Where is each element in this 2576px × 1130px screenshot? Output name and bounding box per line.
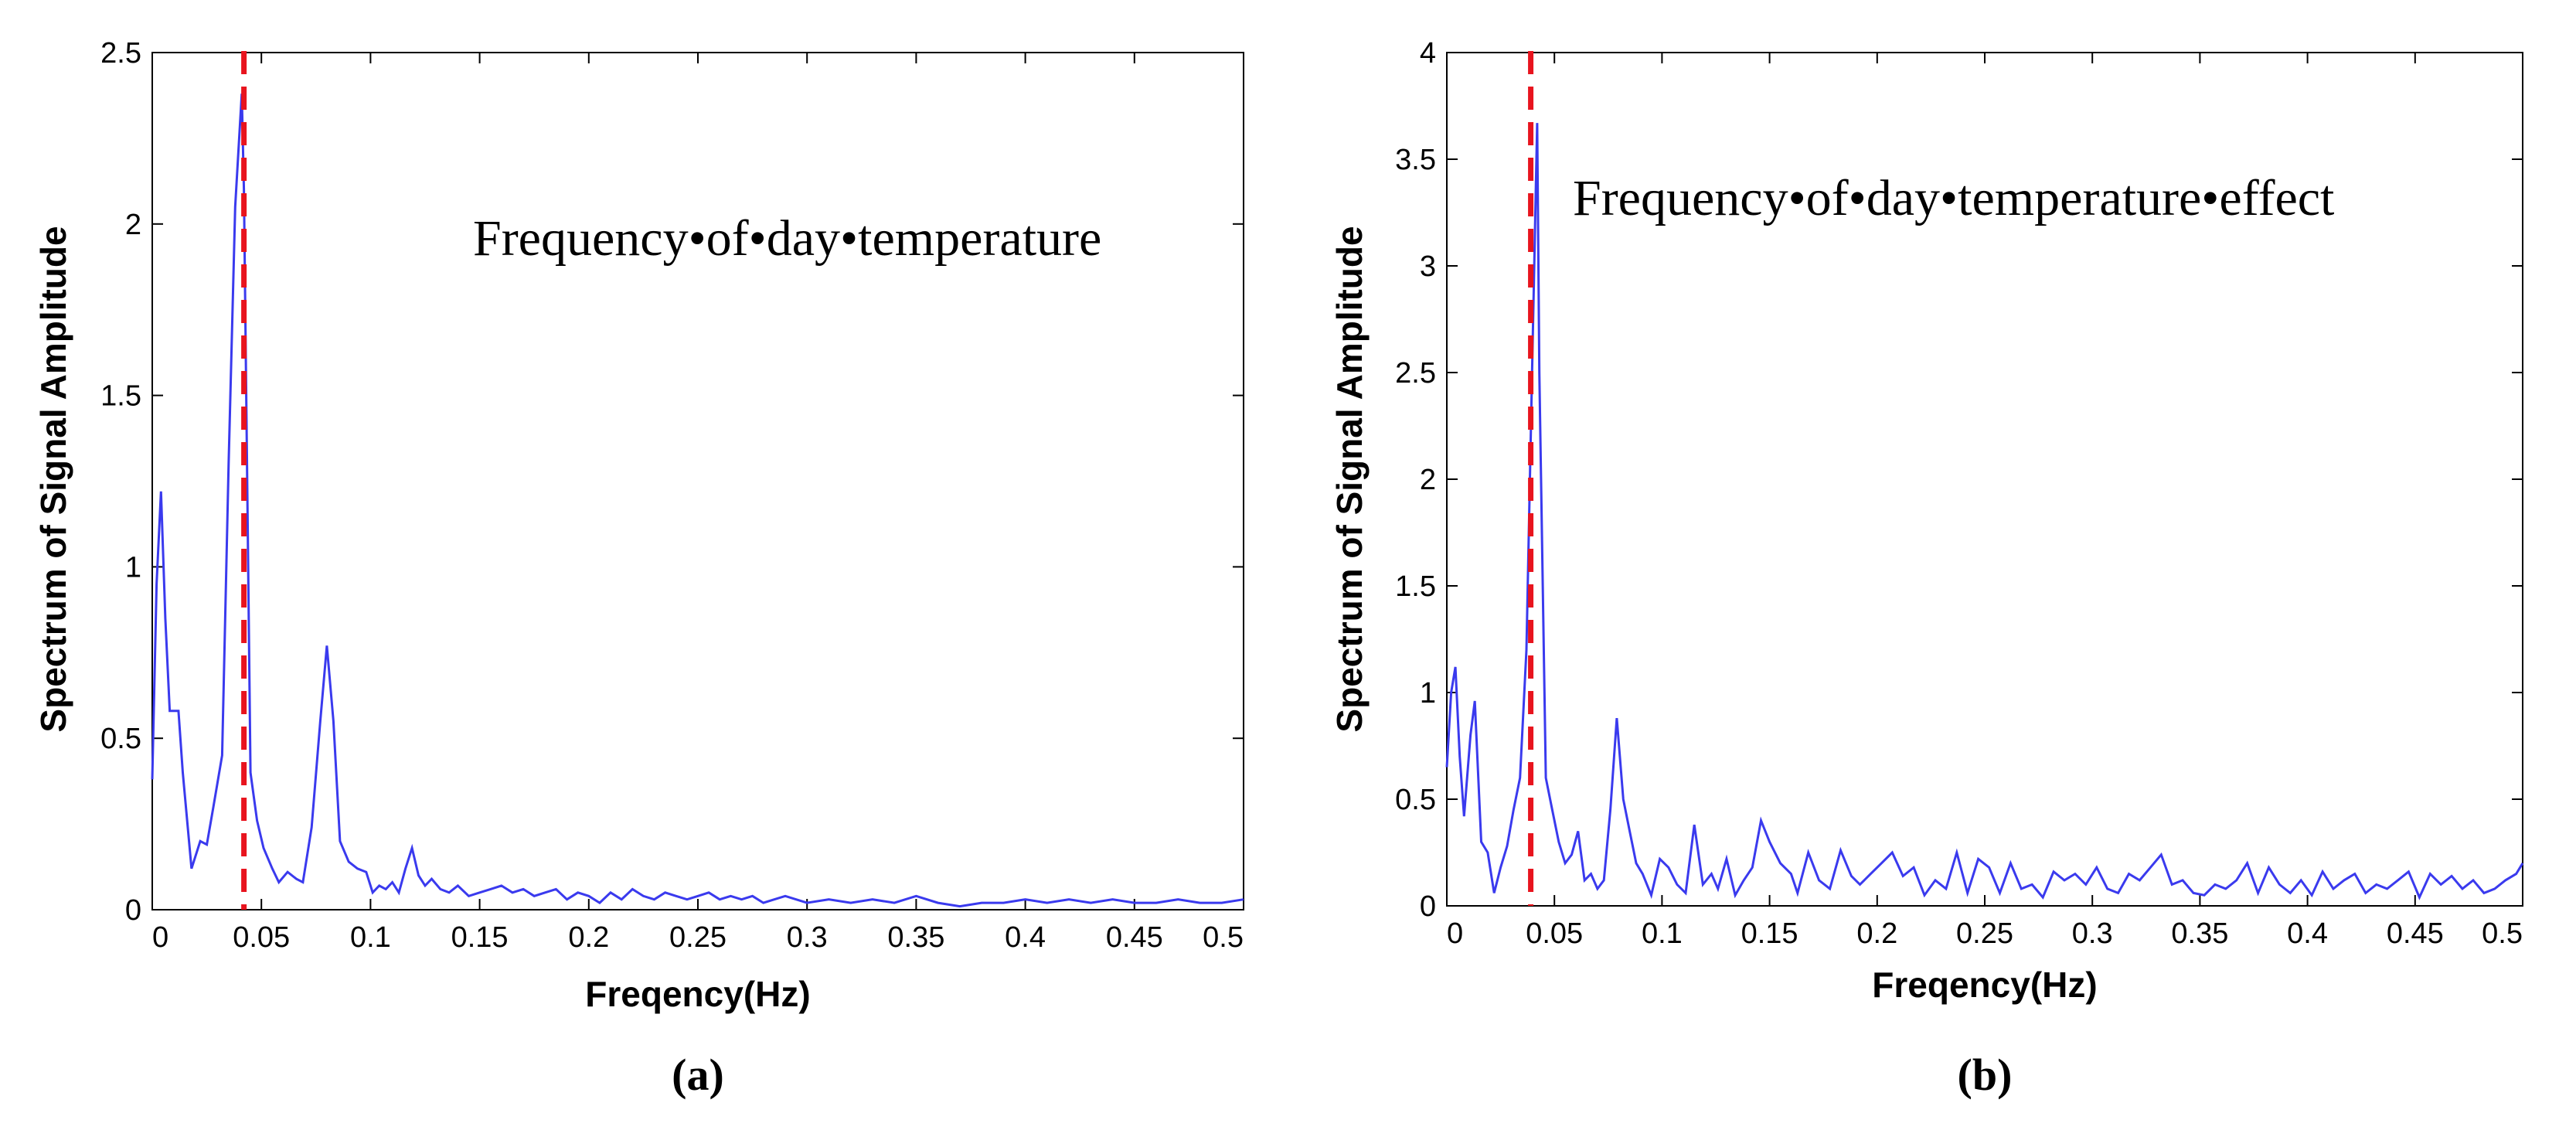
y-tick-label-a: 0.5 — [100, 723, 141, 755]
x-tick-label-a: 0.2 — [568, 921, 609, 954]
chart-panel-a: 00.511.522.5 0 0.05 0.1 0.15 0.2 0.25 0.3 0.35 0… — [33, 37, 1244, 1100]
x-tick-label-a: 0.05 — [233, 921, 290, 954]
y-tick-label-a: 0 — [125, 894, 141, 927]
x-tick-label-a: 0.3 — [787, 921, 828, 954]
x-tick-label-a: 0.1 — [350, 921, 391, 954]
x-tick-label-b: 0.2 — [1856, 917, 1897, 950]
y-tick-label-b: 2.5 — [1395, 357, 1436, 390]
chart-panel-b: 0 0.5 1 1.5 2 2.5 3 3.5 4 0 0.05 0.1 0.15 0.2 0.25 0.3… — [1329, 37, 2524, 1100]
y-tick-label-b: 1 — [1420, 677, 1436, 710]
y-tick-label-b: 3.5 — [1395, 144, 1436, 176]
x-tick-label-b: 0.5 — [2482, 917, 2523, 950]
y-tick-label-b: 0 — [1420, 890, 1436, 923]
panel-label-a: (a) — [672, 1050, 724, 1100]
y-axis-label-a: Spectrum of Signal Amplitude — [33, 226, 73, 732]
spectrum-line-a — [151, 94, 1244, 908]
x-tick-label-b: 0.4 — [2287, 917, 2328, 950]
x-tick-label-a: 0 — [152, 921, 168, 954]
plot-area-a — [151, 52, 1244, 910]
x-tick-label-a: 0.4 — [1005, 921, 1046, 954]
y-axis-ticks-a: 0 0.5 1 1.5 2 2.5 — [100, 37, 1244, 927]
spectrum-line-b — [1445, 123, 2524, 900]
y-tick-label-a: 1.5 — [100, 380, 141, 413]
x-tick-label-b: 0.1 — [1642, 917, 1683, 950]
y-tick-label-b: 2 — [1420, 464, 1436, 496]
x-tick-label-a: 0.25 — [669, 921, 727, 954]
panel-label-b: (b) — [1958, 1050, 2013, 1100]
x-axis-label-b: Freqency(Hz) — [1872, 965, 2097, 1005]
annotation-b: Frequency•of•day•temperature•effect — [1573, 170, 2334, 226]
annotation-a: Frequency•of•day•temperature — [473, 210, 1101, 267]
y-axis-ticks-b: 0 0.5 1 1.5 2 2.5 3 3.5 4 — [1395, 37, 2523, 923]
y-tick-label-b: 4 — [1420, 37, 1436, 70]
y-tick-label-b: 3 — [1420, 250, 1436, 283]
x-tick-label-b: 0.45 — [2387, 917, 2444, 950]
x-tick-label-b: 0.3 — [2072, 917, 2113, 950]
y-tick-label-a: 2 — [125, 209, 141, 241]
x-tick-label-b: 0.05 — [1526, 917, 1583, 950]
x-tick-label-b: 0 — [1447, 917, 1463, 950]
x-tick-label-a: 0.35 — [887, 921, 944, 954]
x-tick-label-b: 0.35 — [2171, 917, 2228, 950]
y-tick-label-b: 1.5 — [1395, 570, 1436, 603]
y-axis-label-b: Spectrum of Signal Amplitude — [1329, 226, 1370, 732]
x-axis-label-a: Freqency(Hz) — [585, 974, 810, 1014]
x-axis-ticks-b: 0 0.05 0.1 0.15 0.2 0.25 0.3 0.35 0.4 0.45 0.5 — [1446, 53, 2523, 950]
x-axis-ticks-a: 0 0.05 0.1 0.15 0.2 0.25 0.3 0.35 0.4 0.45 0.5 — [151, 53, 1244, 954]
plot-area-b — [1446, 52, 2523, 907]
x-tick-label-a: 0.5 — [1203, 921, 1244, 954]
x-tick-label-b: 0.15 — [1741, 917, 1798, 950]
y-tick-label-b: 0.5 — [1395, 784, 1436, 816]
x-tick-label-b: 0.25 — [1956, 917, 2013, 950]
x-tick-label-a: 0.15 — [451, 921, 509, 954]
y-tick-label-a: 2.5 — [100, 37, 141, 70]
x-tick-label-a: 0.45 — [1106, 921, 1163, 954]
y-tick-label-a: 1 — [125, 551, 141, 584]
